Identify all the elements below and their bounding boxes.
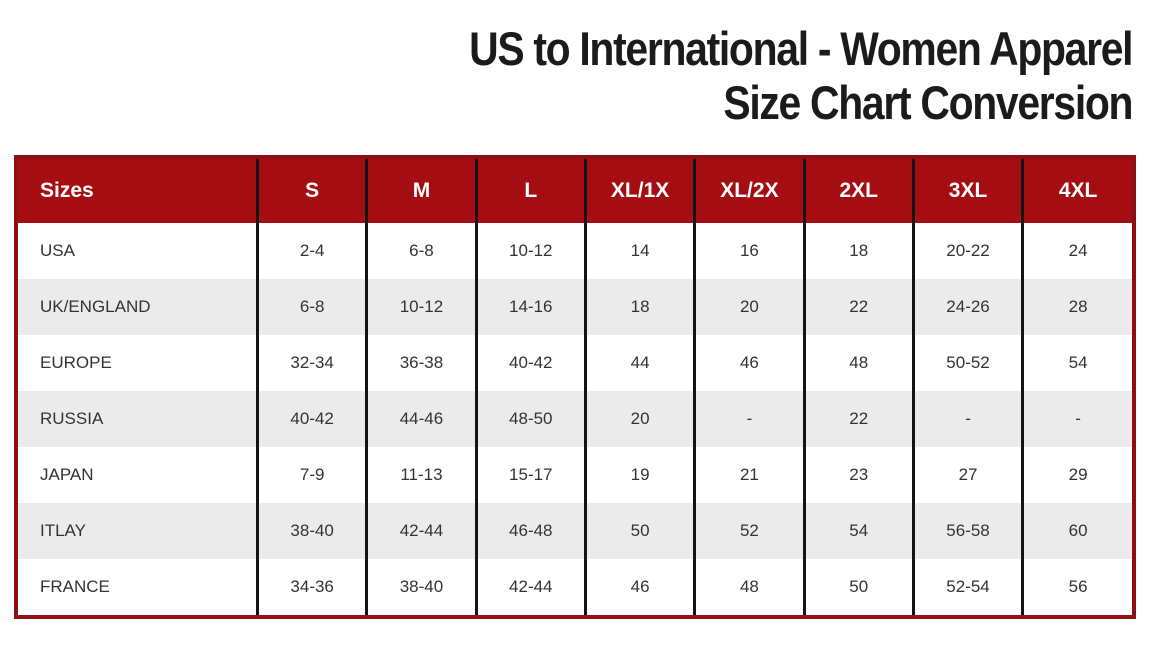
column-header: 2XL	[802, 159, 914, 223]
size-cell: 48	[693, 559, 805, 615]
row-label: EUROPE	[40, 353, 112, 372]
size-cell: 7-9	[255, 447, 367, 503]
size-cell: 16	[693, 223, 805, 279]
column-header: XL/1X	[583, 159, 695, 223]
column-header: L	[474, 159, 586, 223]
row-label: RUSSIA	[40, 409, 104, 428]
size-cell: 42-44	[365, 503, 477, 559]
size-cell: 19	[583, 447, 695, 503]
size-cell: 36-38	[365, 335, 477, 391]
size-cell: 24	[1021, 223, 1132, 279]
size-cell: 52	[693, 503, 805, 559]
size-cell: 42-44	[474, 559, 586, 615]
size-cell: 29	[1021, 447, 1132, 503]
size-cell: 38-40	[365, 559, 477, 615]
size-cell: 50	[583, 503, 695, 559]
size-cell: 23	[802, 447, 914, 503]
size-conversion-table: Sizes S M L XL/1X XL/2X 2XL 3XL 4XL USA 2-4 6-8 10-…	[14, 155, 1136, 619]
column-header-sizes: Sizes	[18, 159, 258, 223]
page-title-line-2: Size Chart Conversion	[723, 76, 1133, 129]
size-cell: 6-8	[365, 223, 477, 279]
size-cell: 40-42	[474, 335, 586, 391]
column-header: M	[365, 159, 477, 223]
size-cell: 22	[802, 391, 914, 447]
size-cell: 44-46	[365, 391, 477, 447]
size-cell: 10-12	[474, 223, 586, 279]
size-cell: -	[911, 391, 1023, 447]
size-cell: 50-52	[911, 335, 1023, 391]
row-label: FRANCE	[40, 577, 110, 596]
table-header: Sizes S M L XL/1X XL/2X 2XL 3XL 4XL	[18, 159, 1132, 223]
size-cell: 14-16	[474, 279, 586, 335]
size-cell: 48	[802, 335, 914, 391]
size-cell: 22	[802, 279, 914, 335]
table-body: USA 2-4 6-8 10-12 14 16 18 20-22 24 UK/ENGLAND 6-8…	[18, 223, 1132, 615]
size-cell: 18	[583, 279, 695, 335]
size-cell: 38-40	[255, 503, 367, 559]
size-cell: 2-4	[255, 223, 367, 279]
row-label: ITLAY	[40, 521, 86, 540]
size-cell: 14	[583, 223, 695, 279]
size-cell: 48-50	[474, 391, 586, 447]
page-title-line-1: US to International - Women Apparel	[468, 22, 1133, 75]
table-row: USA 2-4 6-8 10-12 14 16 18 20-22 24	[18, 223, 1132, 279]
size-cell: 20-22	[911, 223, 1023, 279]
page-title: US to International - Women Apparel Size…	[468, 22, 1133, 130]
row-label: UK/ENGLAND	[40, 297, 151, 316]
row-label: USA	[40, 241, 75, 260]
size-cell: 6-8	[255, 279, 367, 335]
size-cell: 32-34	[255, 335, 367, 391]
table-row: RUSSIA 40-42 44-46 48-50 20-22- -	[18, 391, 1132, 447]
size-cell: 20	[583, 391, 695, 447]
size-cell: 46-48	[474, 503, 586, 559]
size-cell: 18	[802, 223, 914, 279]
size-cell: 54	[802, 503, 914, 559]
size-cell: 50	[802, 559, 914, 615]
row-label: JAPAN	[40, 465, 94, 484]
size-cell: 28	[1021, 279, 1132, 335]
size-cell: 56	[1021, 559, 1132, 615]
size-cell: 20	[693, 279, 805, 335]
table-row: JAPAN 7-9 11-13 15-17 19 21 23 27 29	[18, 447, 1132, 503]
size-cell: 56-58	[911, 503, 1023, 559]
size-cell: 40-42	[255, 391, 367, 447]
size-cell: 24-26	[911, 279, 1023, 335]
size-cell: 46	[693, 335, 805, 391]
table-row: EUROPE 32-34 36-38 40-42 44 46 48 50-52 54	[18, 335, 1132, 391]
size-cell: 11-13	[365, 447, 477, 503]
size-cell: 10-12	[365, 279, 477, 335]
size-cell: 60	[1021, 503, 1132, 559]
column-header: 3XL	[911, 159, 1023, 223]
column-header: 4XL	[1021, 159, 1132, 223]
size-cell: 21	[693, 447, 805, 503]
header-row: Sizes S M L XL/1X XL/2X 2XL 3XL 4XL	[18, 159, 1132, 223]
size-cell: 15-17	[474, 447, 586, 503]
size-cell: -	[693, 391, 805, 447]
size-conversion-table-grid: Sizes S M L XL/1X XL/2X 2XL 3XL 4XL USA 2-4 6-8 10-…	[18, 159, 1132, 615]
size-cell: 46	[583, 559, 695, 615]
size-cell: -	[1021, 391, 1132, 447]
table-row: FRANCE 34-36 38-40 42-44 46 48 50 52-54 56	[18, 559, 1132, 615]
size-cell: 52-54	[911, 559, 1023, 615]
size-cell: 54	[1021, 335, 1132, 391]
table-row: ITLAY 38-40 42-44 46-48 50 52 54 56-58 60	[18, 503, 1132, 559]
table-row: UK/ENGLAND 6-8 10-12 14-16 18 20 22 24-26 28	[18, 279, 1132, 335]
column-header: S	[255, 159, 367, 223]
size-cell: 34-36	[255, 559, 367, 615]
size-cell: 27	[911, 447, 1023, 503]
size-cell: 44	[583, 335, 695, 391]
column-header: XL/2X	[693, 159, 805, 223]
